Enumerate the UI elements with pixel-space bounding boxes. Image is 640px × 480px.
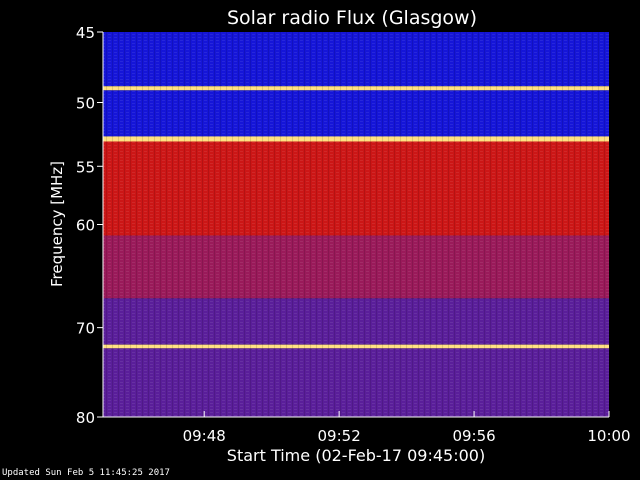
x-tick-label-1000: 10:00 xyxy=(587,427,630,445)
x-axis: 09:48 09:52 09:56 10:00 xyxy=(103,411,631,445)
chart-title: Solar radio Flux (Glasgow) xyxy=(227,7,477,29)
y-tick-label-45: 45 xyxy=(76,24,95,42)
plot-area xyxy=(103,32,609,417)
y-tick-label-70: 70 xyxy=(76,320,95,338)
texture-overlay xyxy=(103,32,609,417)
x-tick-label-0952: 09:52 xyxy=(318,427,361,445)
y-axis: 45 50 55 60 70 80 xyxy=(76,24,104,427)
x-tick-label-0956: 09:56 xyxy=(452,427,495,445)
y-tick-label-60: 60 xyxy=(76,217,95,235)
y-tick-label-50: 50 xyxy=(76,95,95,113)
x-tick-label-0948: 09:48 xyxy=(183,427,226,445)
updated-timestamp: Updated Sun Feb 5 11:45:25 2017 xyxy=(2,468,170,478)
y-tick-label-80: 80 xyxy=(76,409,95,427)
x-axis-label: Start Time (02-Feb-17 09:45:00) xyxy=(227,446,485,465)
y-tick-label-55: 55 xyxy=(76,158,95,176)
y-axis-label: Frequency [MHz] xyxy=(48,161,66,287)
